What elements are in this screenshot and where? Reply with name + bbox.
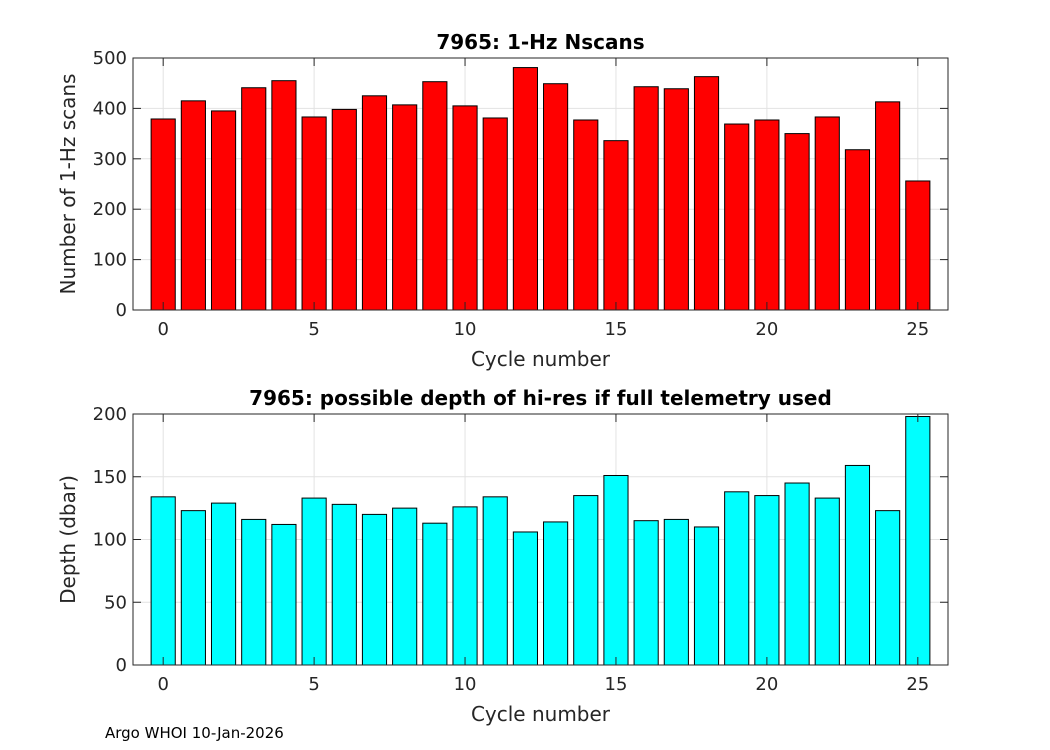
chart1-bar (150, 118, 176, 311)
chart2-ytick-label: 50 (104, 592, 127, 613)
chart1-ytick-label: 200 (93, 199, 127, 220)
chart1-ytick-label: 300 (93, 149, 127, 170)
chart1-bar (905, 180, 931, 311)
chart1-xtick-label: 0 (157, 319, 168, 340)
chart2-bar (452, 506, 478, 666)
chart2-bar (603, 474, 629, 666)
chart1-bar (543, 83, 569, 311)
chart1-bar (844, 149, 871, 311)
chart2-bar (905, 416, 931, 666)
chart1-bar (422, 81, 448, 311)
chart1-bar (392, 104, 418, 311)
chart1-ytick-label: 500 (93, 48, 127, 69)
chart2-bar (633, 520, 659, 666)
chart2-xtick-label: 5 (308, 674, 319, 695)
chart1-axes-bg (133, 58, 948, 310)
chart1-xtick-label: 20 (755, 319, 778, 340)
chart1-bar (663, 88, 689, 311)
chart1-bar (512, 67, 538, 311)
chart1-bar (724, 123, 750, 311)
chart1-bar (754, 119, 780, 311)
chart2-ytick-label: 0 (116, 655, 127, 676)
chart1-bar (814, 116, 840, 311)
chart2-bar (150, 496, 176, 666)
chart2-ytick-label: 200 (93, 404, 127, 425)
chart1-xtick-label: 10 (454, 319, 477, 340)
chart1-bar (693, 76, 720, 311)
chart1-ytick-label: 100 (93, 250, 127, 271)
chart1-bar (452, 105, 478, 311)
chart2-bar (693, 526, 720, 666)
chart1-bar (784, 133, 810, 311)
chart2-xtick-label: 0 (157, 674, 168, 695)
chart1-xtick-label: 5 (308, 319, 319, 340)
chart1-bar (180, 100, 206, 311)
chart1-bar (573, 119, 599, 311)
chart1-bar (301, 116, 327, 311)
chart1-xlabel: Cycle number (471, 347, 611, 371)
chart1-xtick-label: 15 (605, 319, 628, 340)
chart2-xtick-label: 25 (906, 674, 929, 695)
chart1-bar (482, 117, 508, 311)
chart1-title: 7965: 1-Hz Nscans (436, 30, 644, 54)
chart2-bar (663, 518, 689, 666)
chart1-ytick-label: 400 (93, 98, 127, 119)
chart2-ylabel: Depth (dbar) (56, 475, 80, 604)
chart2-bar (512, 531, 538, 666)
chart2-bar (844, 464, 871, 666)
chart2-bar (573, 495, 599, 666)
chart1-xtick-label: 25 (906, 319, 929, 340)
chart2-ytick-label: 150 (93, 467, 127, 488)
chart1-bar (241, 87, 267, 311)
chart2-bar (301, 497, 327, 666)
chart2-xtick-label: 15 (605, 674, 628, 695)
chart1-ylabel: Number of 1-Hz scans (56, 74, 80, 295)
chart2-xlabel: Cycle number (471, 702, 611, 726)
footer-credit: Argo WHOI 10-Jan-2026 (105, 724, 284, 742)
chart2-bar (784, 482, 810, 666)
chart2-bar (180, 510, 206, 666)
chart2-bar (814, 497, 840, 666)
chart1-bar (361, 95, 388, 311)
chart2-bar (875, 510, 901, 666)
chart2-bar (724, 491, 750, 666)
chart2-bar (210, 502, 237, 666)
chart2-ytick-label: 100 (93, 530, 127, 551)
chart2-bar (754, 495, 780, 666)
chart1-bar (331, 108, 357, 311)
chart1-bar (210, 110, 237, 311)
chart1-ytick-label: 0 (116, 300, 127, 321)
chart2-xtick-label: 20 (755, 674, 778, 695)
chart1-bar (271, 80, 297, 311)
chart1-bar (633, 86, 659, 311)
chart2-bar (271, 523, 297, 666)
chart2-bar (422, 522, 448, 666)
chart2-bar (543, 521, 569, 666)
chart2-bar (331, 503, 357, 666)
chart1-axes-frame (132, 57, 949, 311)
chart1-bar (603, 140, 629, 311)
chart2-bar (392, 507, 418, 666)
chart2-bar (241, 518, 267, 666)
chart2-xtick-label: 10 (454, 674, 477, 695)
chart2-bar (361, 513, 388, 666)
chart1-bar (875, 101, 901, 311)
chart2-bar (482, 496, 508, 666)
chart2-title: 7965: possible depth of hi-res if full t… (249, 386, 832, 410)
